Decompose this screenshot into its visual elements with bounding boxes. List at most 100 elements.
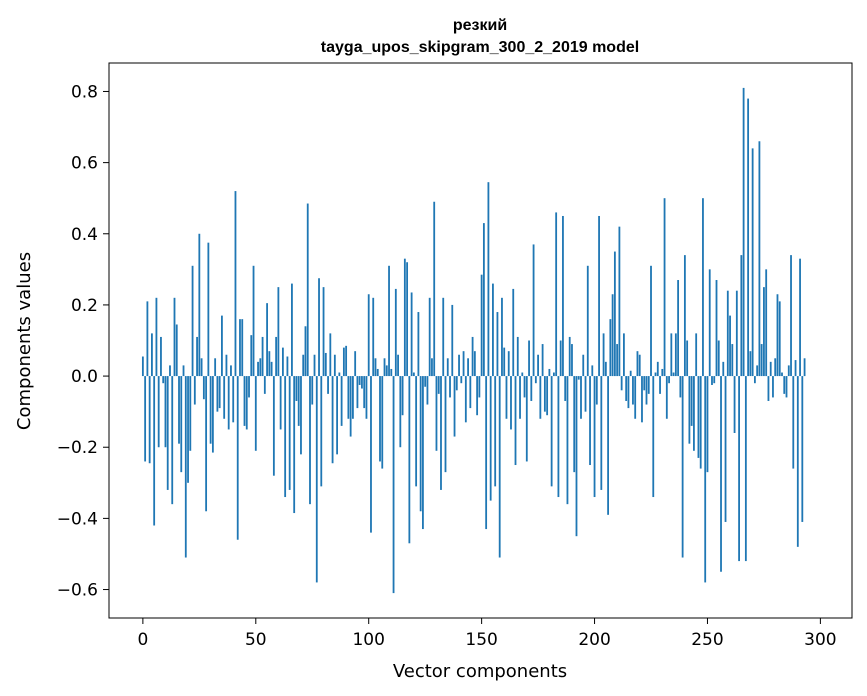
bar-227 [654,372,657,377]
bar-291 [799,258,801,377]
bar-163 [510,376,512,430]
bar-25 [198,233,201,377]
bar-11 [166,376,169,490]
bar-285 [785,376,788,398]
bar-35 [221,315,223,377]
x-axis-ticks: 0 50 100 150 200 250 300 [137,618,837,650]
bar-48 [250,335,253,377]
bar-95 [356,376,359,409]
bar-226 [652,376,655,498]
bar-23 [193,376,196,405]
bar-178 [543,376,546,412]
bar-234 [670,333,673,377]
bar-177 [541,344,544,377]
bar-160 [503,347,506,377]
bar-165 [514,376,517,466]
y-tick-label: −0.2 [57,438,98,458]
bar-159 [501,297,503,377]
bar-179 [546,376,549,416]
bar-228 [656,361,659,377]
bar-201 [595,376,598,405]
bar-137 [451,304,454,377]
bar-34 [218,376,221,409]
bar-91 [347,376,350,419]
bar-166 [516,336,519,377]
bar-102 [372,297,375,377]
bar-81 [324,352,327,377]
bar-2 [146,301,149,377]
bar-53 [261,336,264,377]
bar-238 [679,376,682,398]
bar-42 [236,376,239,540]
bar-83 [329,333,332,377]
bar-164 [512,288,515,377]
bar-22 [191,265,194,377]
bar-189 [568,336,571,377]
bar-37 [225,354,228,377]
bar-141 [460,376,463,384]
bar-68 [295,376,298,401]
bar-192 [575,376,578,537]
bar-209 [613,251,616,377]
bar-10 [164,376,167,448]
bar-259 [726,290,729,377]
bar-134 [444,376,447,473]
bar-70 [300,376,302,455]
bar-146 [471,336,474,377]
bar-124 [422,376,424,530]
bar-29 [207,242,210,377]
bar-239 [681,376,684,558]
bar-0 [141,356,144,377]
bar-140 [458,354,460,377]
bar-67 [293,376,296,514]
bar-115 [401,376,404,416]
bar-267 [744,376,747,562]
bar-129 [433,201,436,377]
bar-191 [573,376,576,473]
bar-162 [507,351,510,377]
bar-84 [331,376,334,464]
bar-16 [178,376,180,444]
bar-7 [157,376,160,448]
bar-82 [327,376,329,394]
bar-214 [625,376,628,401]
bar-235 [672,372,675,377]
bar-241 [686,340,689,377]
bar-265 [740,255,743,377]
bar-44 [241,319,244,377]
bar-202 [598,215,600,377]
bar-41 [234,191,237,377]
bar-130 [435,376,438,451]
bar-20 [187,376,189,483]
bar-125 [424,376,427,387]
bar-149 [478,376,481,398]
bar-132 [440,376,442,490]
bar-172 [530,376,533,401]
bar-59 [275,336,278,377]
bar-272 [756,365,759,377]
bar-205 [604,361,607,377]
bar-13 [171,376,174,505]
bar-19 [184,376,187,558]
bar-88 [340,376,343,426]
bar-193 [577,376,580,380]
bar-52 [259,358,262,377]
bar-274 [760,344,763,377]
bar-126 [426,376,429,405]
bar-218 [634,376,637,419]
bar-18 [182,365,185,377]
bar-63 [284,376,287,498]
bar-138 [453,376,456,437]
bar-56 [268,351,271,377]
bar-38 [227,376,230,430]
bar-268 [747,98,750,377]
bar-200 [593,376,596,498]
bar-12 [169,365,171,377]
bar-290 [796,376,799,547]
bar-87 [338,372,341,377]
bar-167 [519,376,521,419]
bar-76 [313,354,316,377]
bar-282 [778,301,781,377]
bar-121 [415,376,418,487]
bar-284 [783,376,786,394]
